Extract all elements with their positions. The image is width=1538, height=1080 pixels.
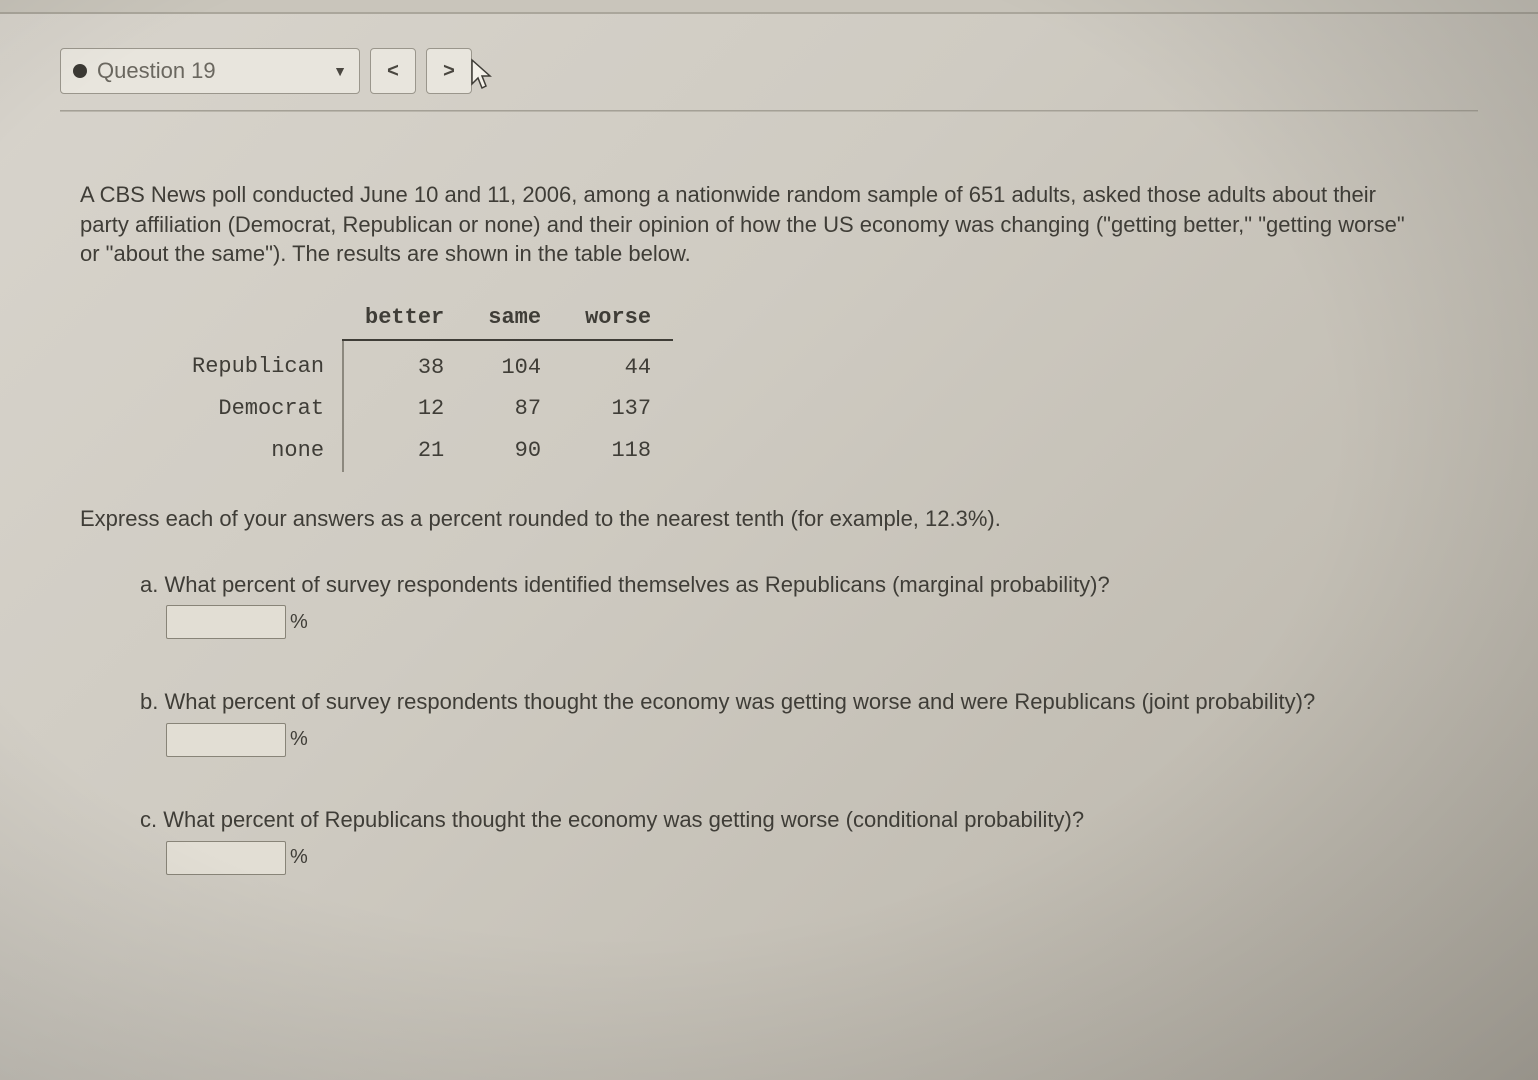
table-cell: 87 [466, 388, 563, 430]
answer-input-b[interactable] [166, 723, 286, 757]
answer-input-c[interactable] [166, 841, 286, 875]
question-intro-text: A CBS News poll conducted June 10 and 11… [80, 180, 1428, 269]
question-selector-dropdown[interactable]: Question 19 ▼ [60, 48, 360, 94]
subq-body: What percent of survey respondents ident… [164, 572, 1109, 597]
subquestion-a-text: a. What percent of survey respondents id… [140, 570, 1428, 600]
subq-label: c. [140, 807, 157, 832]
table-cell: 90 [466, 430, 563, 472]
question-toolbar: Question 19 ▼ < > [60, 48, 472, 94]
chevron-left-icon: < [387, 60, 399, 83]
table-header-same: same [466, 297, 563, 340]
chevron-right-icon: > [443, 60, 455, 83]
subquestion-a: a. What percent of survey respondents id… [140, 570, 1428, 640]
table-cell: 38 [343, 340, 466, 389]
subq-body: What percent of Republicans thought the … [163, 807, 1084, 832]
prev-question-button[interactable]: < [370, 48, 416, 94]
question-content: A CBS News poll conducted June 10 and 11… [80, 180, 1428, 923]
window-top-edge [0, 0, 1538, 14]
subq-body: What percent of survey respondents thoug… [164, 689, 1315, 714]
percent-unit: % [290, 726, 308, 753]
table-row: none 21 90 118 [170, 430, 673, 472]
table-header-blank [170, 297, 343, 340]
chevron-down-icon: ▼ [333, 63, 347, 79]
subquestion-c: c. What percent of Republicans thought t… [140, 805, 1428, 875]
subquestion-b-text: b. What percent of survey respondents th… [140, 687, 1428, 717]
answer-row-c: % [166, 841, 1428, 875]
answer-row-a: % [166, 605, 1428, 639]
cursor-icon [470, 58, 496, 92]
table-cell: Republican [170, 340, 343, 389]
table-cell: 118 [563, 430, 673, 472]
table-row: Democrat 12 87 137 [170, 388, 673, 430]
subquestion-b: b. What percent of survey respondents th… [140, 687, 1428, 757]
table-cell: Democrat [170, 388, 343, 430]
toolbar-divider [60, 110, 1478, 112]
table-cell: 137 [563, 388, 673, 430]
table-header-worse: worse [563, 297, 673, 340]
table-cell: 104 [466, 340, 563, 389]
table-cell: 12 [343, 388, 466, 430]
table-row: Republican 38 104 44 [170, 340, 673, 389]
table-cell: 21 [343, 430, 466, 472]
percent-unit: % [290, 844, 308, 871]
percent-unit: % [290, 609, 308, 636]
subq-label: a. [140, 572, 158, 597]
subq-label: b. [140, 689, 158, 714]
sub-questions: a. What percent of survey respondents id… [140, 570, 1428, 875]
table-header-row: better same worse [170, 297, 673, 340]
answer-row-b: % [166, 723, 1428, 757]
answer-input-a[interactable] [166, 605, 286, 639]
answer-format-instruction: Express each of your answers as a percen… [80, 504, 1428, 534]
next-question-button[interactable]: > [426, 48, 472, 94]
poll-data-table: better same worse Republican 38 104 44 D… [170, 297, 673, 472]
subquestion-c-text: c. What percent of Republicans thought t… [140, 805, 1428, 835]
table-header-better: better [343, 297, 466, 340]
status-dot-icon [73, 64, 87, 78]
question-label: Question 19 [97, 58, 333, 84]
table-cell: 44 [563, 340, 673, 389]
table-cell: none [170, 430, 343, 472]
